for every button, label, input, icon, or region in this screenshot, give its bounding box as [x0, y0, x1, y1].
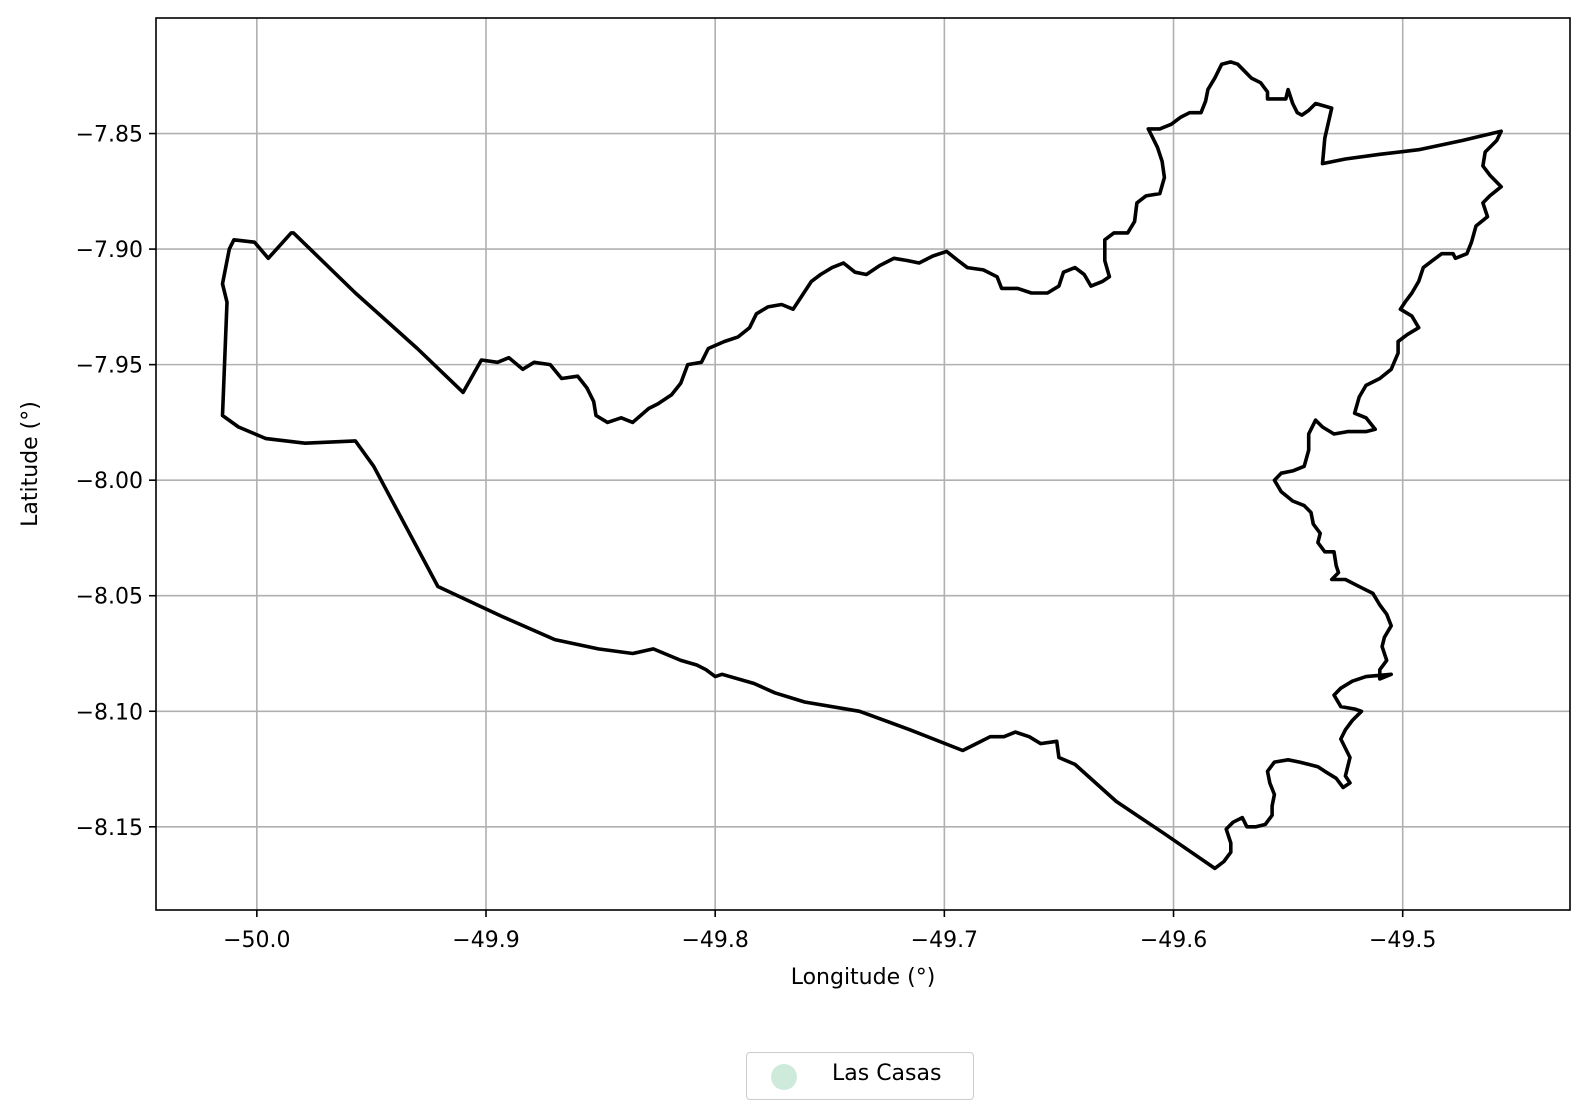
x-tick-label: −50.0	[223, 928, 290, 953]
x-tick-label: −49.9	[452, 928, 519, 953]
y-tick-label: −7.90	[76, 238, 143, 263]
plot-area-background	[156, 18, 1570, 910]
y-tick-label: −7.95	[76, 354, 143, 379]
y-axis-ticks: −7.85 −7.90 −7.95 −8.00 −8.05 −8.10 −8.15	[76, 123, 156, 841]
plot-frame	[155, 17, 1571, 911]
x-tick-label: −49.6	[1140, 928, 1207, 953]
legend: Las Casas	[746, 1052, 974, 1100]
y-tick-label: −8.00	[76, 469, 143, 494]
x-tick-label: −49.8	[681, 928, 748, 953]
x-axis-ticks: −50.0 −49.9 −49.8 −49.7 −49.6 −49.5	[223, 910, 1436, 953]
y-tick-label: −8.15	[76, 816, 143, 841]
legend-label: Las Casas	[832, 1061, 942, 1086]
y-axis-label: Latitude (°)	[18, 401, 43, 527]
x-axis-label: Longitude (°)	[791, 965, 936, 990]
vertical-gridlines	[256, 18, 1404, 910]
y-tick-label: −7.85	[76, 123, 143, 148]
municipality-boundary	[220, 60, 1503, 871]
y-tick-label: −8.05	[76, 585, 143, 610]
legend-marker-las-casas	[771, 1064, 797, 1090]
x-tick-label: −49.5	[1369, 928, 1436, 953]
horizontal-gridlines	[156, 132, 1570, 828]
x-tick-label: −49.7	[911, 928, 978, 953]
y-tick-label: −8.10	[76, 700, 143, 725]
